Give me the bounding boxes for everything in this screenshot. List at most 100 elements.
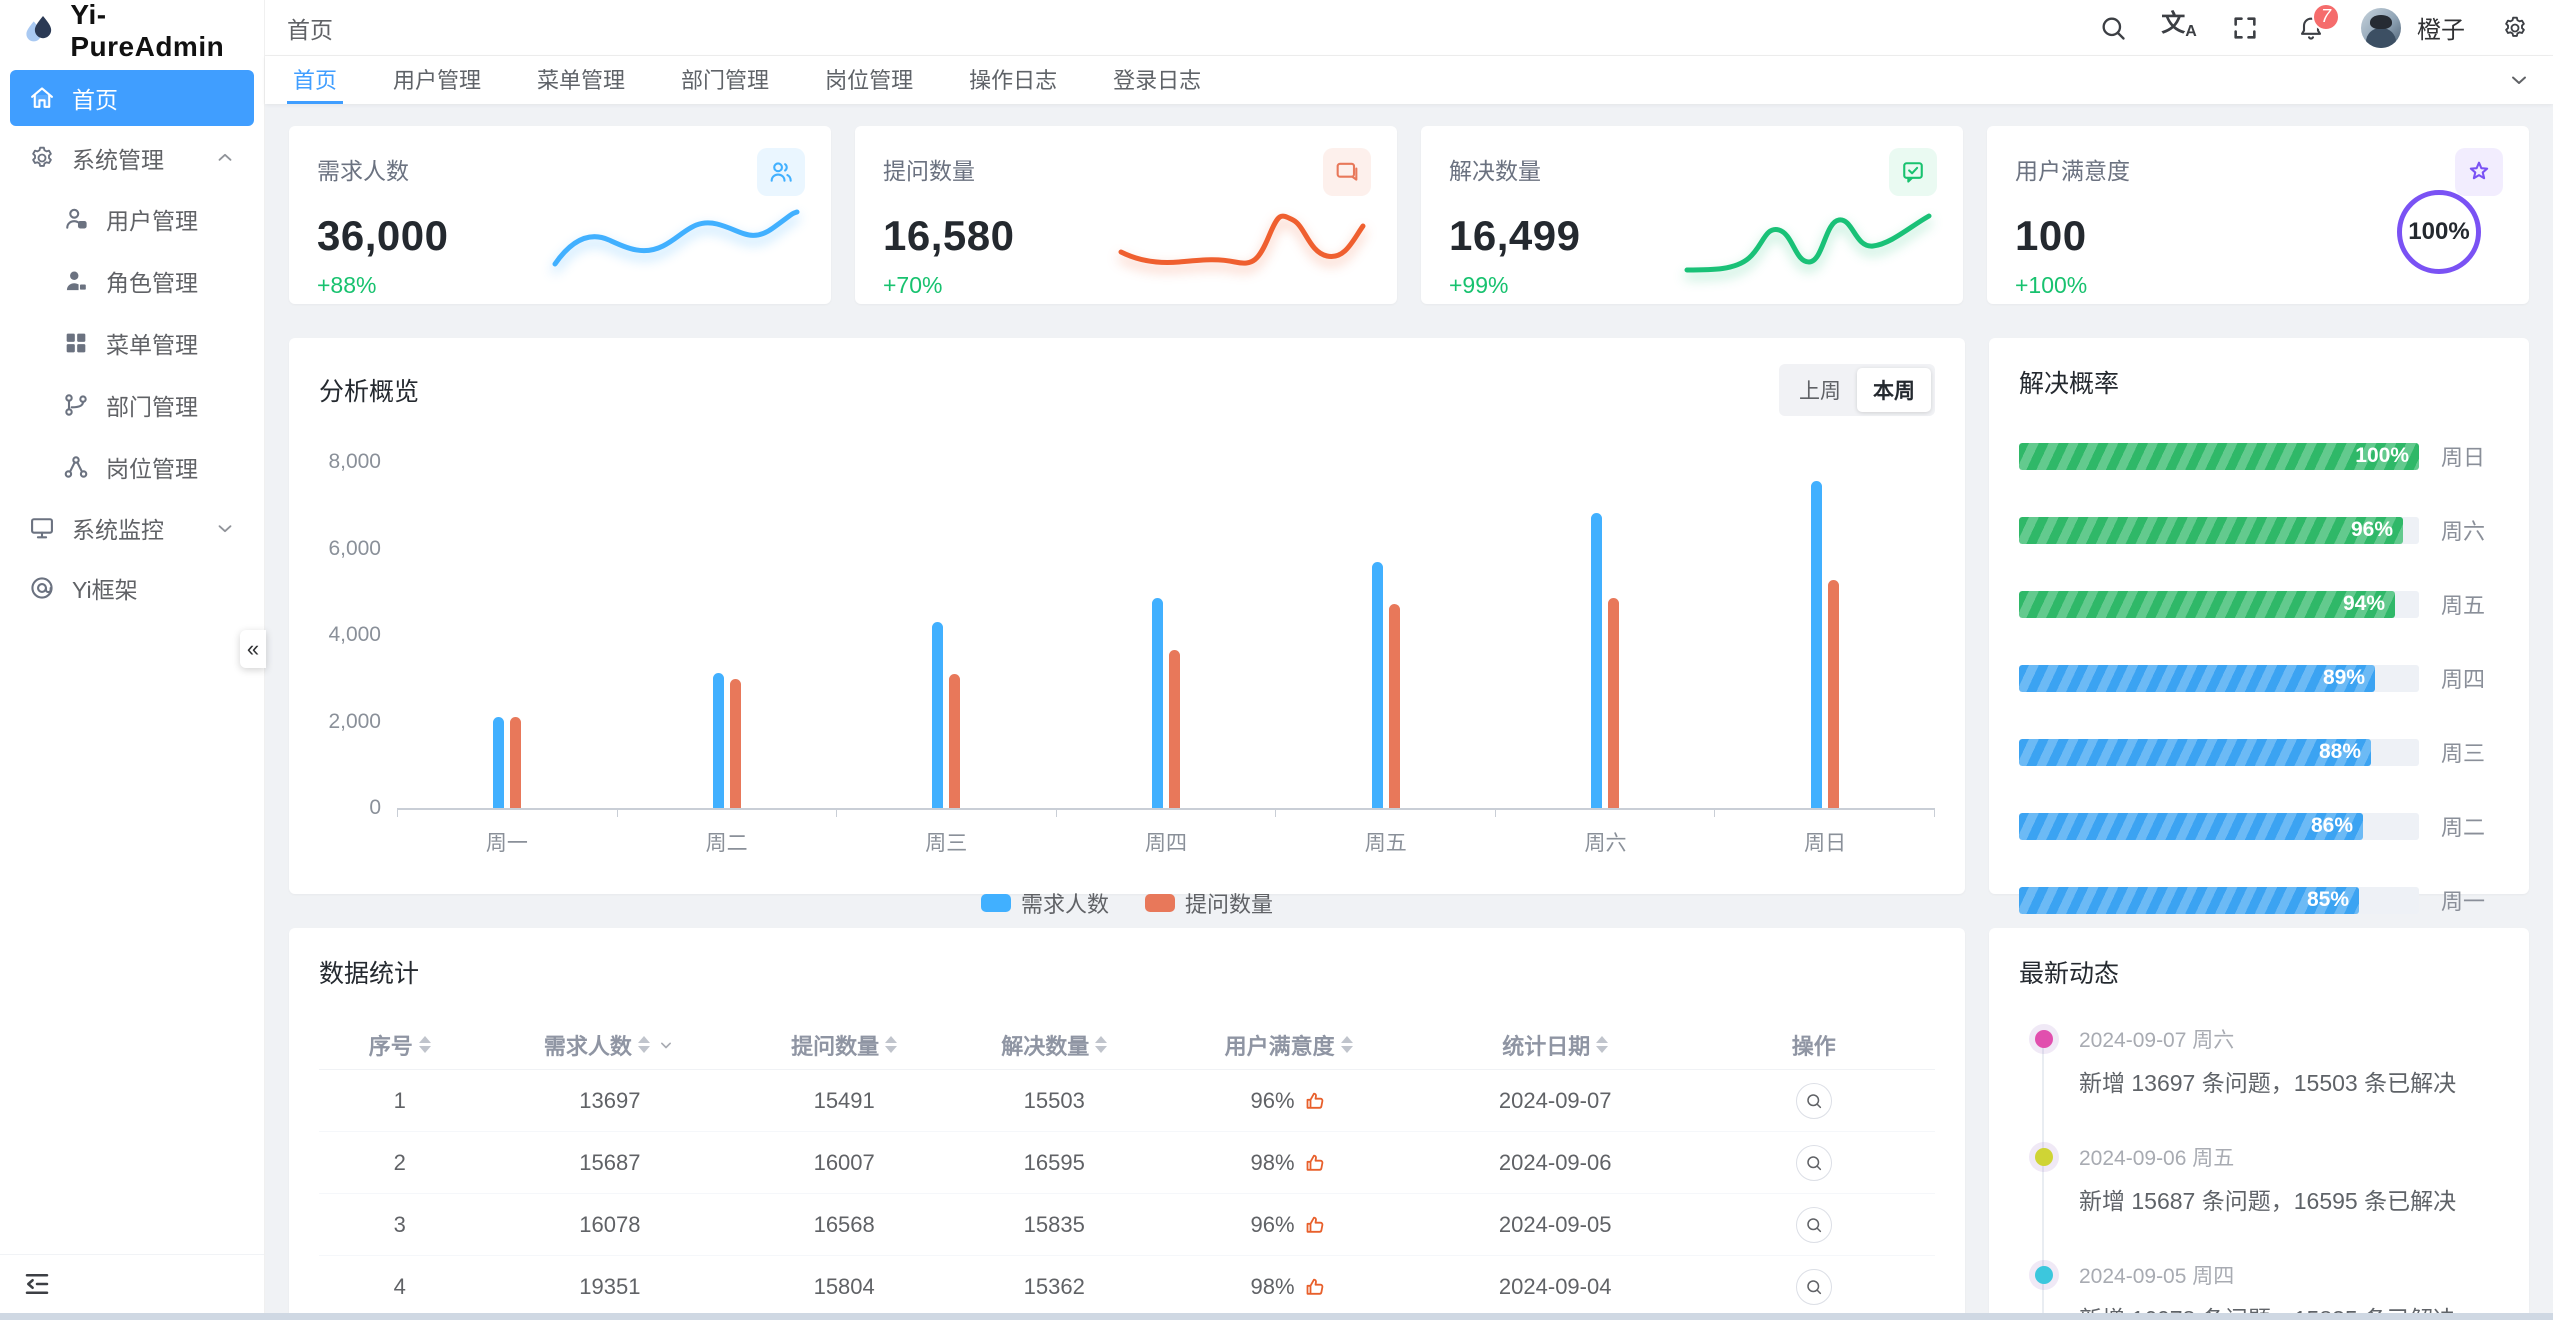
menu-fold-icon[interactable] [22, 1269, 52, 1299]
users-icon [757, 148, 805, 196]
col-header-questions[interactable]: 提问数量 [739, 1029, 949, 1061]
user-icon [66, 208, 87, 229]
table-header-row: 序号 需求人数 提问数量 解决数量 用户满意度 统计日期 操作 [319, 1020, 1935, 1070]
bar-group-tue [617, 462, 837, 808]
timeline-date: 2024-09-05 周四 [2079, 1265, 2235, 1288]
table-title: 数据统计 [319, 960, 420, 988]
monitor-icon [31, 518, 53, 539]
sort-icon[interactable] [418, 1036, 431, 1053]
bar-chart: 8,000 6,000 4,000 2,000 0 [319, 450, 1936, 857]
avatar[interactable] [2361, 7, 2401, 48]
settings-button[interactable] [2499, 12, 2531, 44]
chat-icon [1323, 148, 1371, 196]
y-tick: 6,000 [328, 536, 381, 560]
tab-op-log[interactable]: 操作日志 [969, 67, 1058, 93]
sidebar-item-menu-mgmt[interactable]: 菜单管理 [10, 314, 254, 372]
chevron-down-icon[interactable] [656, 1035, 676, 1055]
col-header-actions: 操作 [1791, 1033, 1836, 1059]
progress-bar: 88% [2019, 738, 2371, 766]
cell-index: 1 [393, 1087, 406, 1113]
search-button[interactable] [2097, 12, 2129, 44]
tab-login-log[interactable]: 登录日志 [1113, 67, 1202, 93]
sort-icon[interactable] [637, 1036, 650, 1053]
gear-icon [32, 146, 52, 167]
progress-day-label: 周二 [2441, 815, 2486, 840]
col-header-solved[interactable]: 解决数量 [949, 1029, 1159, 1061]
tab-user-mgmt[interactable]: 用户管理 [393, 67, 482, 93]
magnifier-icon [1807, 1217, 1821, 1232]
legend-questions[interactable]: 提问数量 [1145, 887, 1273, 919]
chart-title: 分析概览 [319, 378, 420, 406]
progress-bar: 94% [2019, 590, 2395, 618]
toggle-last-week[interactable]: 上周 [1799, 380, 1841, 403]
y-tick: 2,000 [328, 709, 381, 733]
grid-icon [66, 333, 86, 353]
sidebar-collapse-handle[interactable]: « [240, 630, 266, 668]
sort-icon[interactable] [885, 1036, 898, 1053]
stat-title: 解决数量 [1449, 158, 1541, 184]
timeline-date: 2024-09-06 周五 [2079, 1147, 2235, 1170]
view-row-button[interactable] [1795, 1206, 1832, 1243]
sidebar: Yi-PureAdmin 首页 系统管理 用户管理 [0, 0, 266, 1320]
username[interactable]: 橙子 [2417, 17, 2465, 44]
notifications-button[interactable]: 7 [2295, 2, 2340, 44]
col-header-demand[interactable]: 需求人数 [481, 1029, 740, 1061]
tab-dept-mgmt[interactable]: 部门管理 [681, 67, 770, 93]
breadcrumb[interactable]: 首页 [287, 16, 333, 43]
stat-card-questions: 提问数量 16,580 +70% [855, 126, 1397, 304]
x-tick: 周四 [1145, 832, 1188, 855]
toggle-this-week[interactable]: 本周 [1857, 368, 1931, 412]
cell-questions: 15804 [813, 1273, 875, 1299]
tabs-menu-button[interactable] [2507, 56, 2531, 104]
col-header-satisfaction[interactable]: 用户满意度 [1159, 1029, 1418, 1061]
view-row-button[interactable] [1795, 1082, 1832, 1119]
logo[interactable]: Yi-PureAdmin [0, 0, 264, 62]
sort-icon[interactable] [1095, 1036, 1108, 1053]
cell-satisfaction: 96% [1159, 1088, 1418, 1114]
view-row-button[interactable] [1795, 1144, 1832, 1181]
sidebar-item-home[interactable]: 首页 [10, 70, 254, 126]
sidebar-item-user-mgmt[interactable]: 用户管理 [10, 190, 254, 248]
view-row-button[interactable] [1795, 1268, 1832, 1305]
timeline-entry: 2024-09-05 周四 新增 16078 条问题，15835 条已解决 [2035, 1260, 2499, 1320]
sidebar-item-yi-framework[interactable]: Yi框架 [10, 560, 254, 616]
chevron-up-icon [218, 153, 232, 161]
sidebar-item-post-mgmt[interactable]: 岗位管理 [10, 438, 254, 496]
legend-demand[interactable]: 需求人数 [980, 887, 1109, 919]
bar-group-fri [1276, 462, 1496, 808]
sidebar-item-system-monitor[interactable]: 系统监控 [10, 500, 254, 556]
horizontal-scrollbar[interactable] [0, 1313, 2553, 1320]
sidebar-item-dept-mgmt[interactable]: 部门管理 [10, 376, 254, 434]
table-row: 4 19351 15804 15362 98% 2024-09-04 [319, 1256, 1935, 1318]
sidebar-item-role-mgmt[interactable]: 角色管理 [10, 252, 254, 310]
chevron-down-icon [218, 525, 232, 533]
thumbs-up-icon [1306, 1154, 1323, 1171]
tab-home[interactable]: 首页 [287, 56, 344, 104]
progress-day-label: 周日 [2441, 445, 2486, 470]
sidebar-item-system-mgmt[interactable]: 系统管理 [10, 130, 254, 186]
tab-menu-mgmt[interactable]: 菜单管理 [537, 67, 626, 93]
stat-card-solved: 解决数量 16,499 +99% [1421, 126, 1963, 304]
tab-post-mgmt[interactable]: 岗位管理 [825, 67, 914, 93]
col-header-index[interactable]: 序号 [319, 1029, 481, 1061]
magnifier-icon [1807, 1093, 1821, 1108]
fullscreen-button[interactable] [2229, 12, 2261, 44]
sidebar-footer [0, 1254, 264, 1312]
table-row: 1 13697 15491 15503 96% 2024-09-07 [319, 1070, 1935, 1132]
solve-rate-list: 100% 周日 96% 周六 94% 周五 89% 周四 [2019, 440, 2499, 916]
sort-icon[interactable] [1596, 1036, 1609, 1053]
progress-bar: 100% [2019, 442, 2419, 470]
stat-delta: +88% [317, 272, 377, 298]
progress-row: 89% 周四 [2019, 662, 2499, 694]
magnifier-icon [1807, 1279, 1821, 1294]
cell-questions: 15491 [813, 1087, 875, 1113]
col-header-date[interactable]: 统计日期 [1418, 1029, 1693, 1061]
stat-card-demand: 需求人数 36,000 +88% [289, 126, 831, 304]
at-icon [31, 577, 53, 599]
progress-bar: 89% [2019, 664, 2375, 692]
bar-groups [397, 462, 1935, 808]
x-axis-line [397, 808, 1936, 817]
sort-icon[interactable] [1340, 1036, 1353, 1053]
cell-index: 4 [393, 1273, 406, 1299]
